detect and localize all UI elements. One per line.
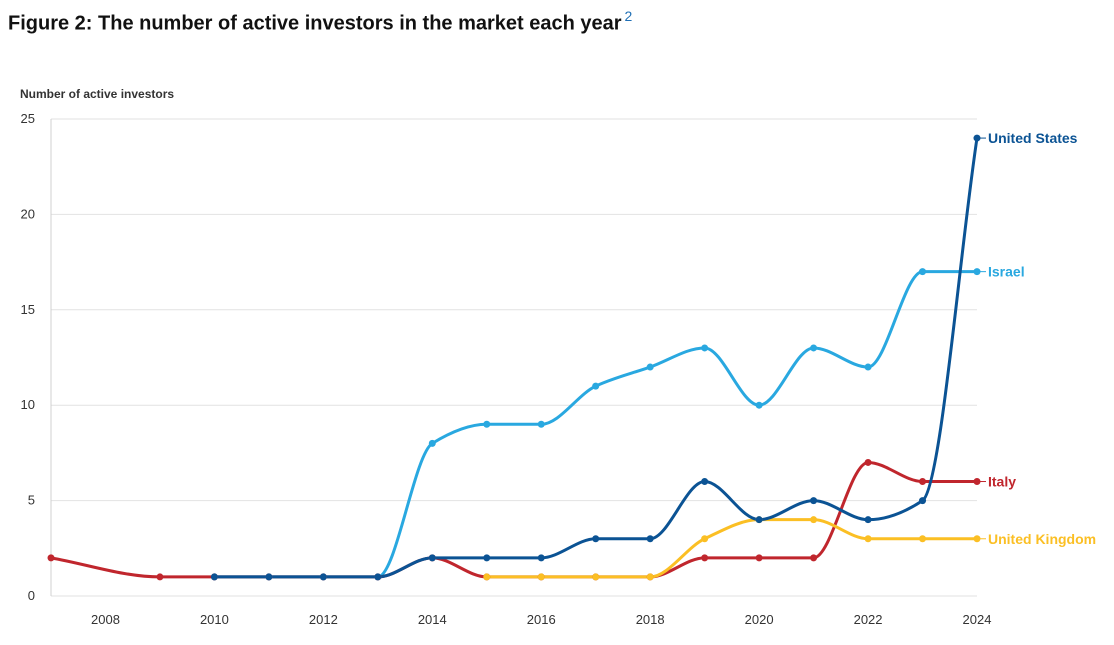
data-point-israel[interactable] <box>483 420 491 428</box>
y-tick-label: 25 <box>21 111 35 126</box>
data-point-italy[interactable] <box>864 458 872 466</box>
data-point-united-states[interactable] <box>810 497 818 505</box>
figure-title-row: Figure 2: The number of active investors… <box>8 8 633 35</box>
data-point-israel[interactable] <box>864 363 872 371</box>
y-tick-label: 20 <box>21 206 35 221</box>
chart-title: Figure 2: The number of active investors… <box>8 12 622 35</box>
data-point-italy[interactable] <box>701 554 709 562</box>
series-label-israel: Israel <box>988 264 1025 280</box>
x-tick-label: 2014 <box>418 612 447 627</box>
data-point-united-kingdom[interactable] <box>864 535 872 543</box>
y-tick-label: 0 <box>28 588 35 603</box>
data-point-italy[interactable] <box>755 554 763 562</box>
data-point-israel[interactable] <box>537 420 545 428</box>
data-point-italy[interactable] <box>919 478 927 486</box>
data-point-israel[interactable] <box>755 401 763 409</box>
data-point-united-kingdom[interactable] <box>973 535 981 543</box>
data-point-united-states[interactable] <box>973 134 981 142</box>
data-point-united-states[interactable] <box>428 554 436 562</box>
y-tick-label: 15 <box>21 302 35 317</box>
data-point-israel[interactable] <box>919 268 927 276</box>
x-tick-label: 2022 <box>854 612 883 627</box>
data-point-united-kingdom[interactable] <box>592 573 600 581</box>
data-point-united-kingdom[interactable] <box>810 516 818 524</box>
data-point-united-kingdom[interactable] <box>483 573 491 581</box>
series-label-united-kingdom: United Kingdom <box>988 531 1096 547</box>
data-point-italy[interactable] <box>47 554 55 562</box>
data-point-united-states[interactable] <box>755 516 763 524</box>
data-point-united-states[interactable] <box>701 478 709 486</box>
data-point-united-kingdom[interactable] <box>646 573 654 581</box>
series-line-united-states <box>212 136 979 579</box>
series-lines <box>49 136 979 579</box>
data-point-israel[interactable] <box>592 382 600 390</box>
series-line-italy <box>49 460 979 579</box>
data-point-israel[interactable] <box>646 363 654 371</box>
data-point-united-states[interactable] <box>210 573 218 581</box>
data-point-united-kingdom[interactable] <box>701 535 709 543</box>
x-axis-ticks: 2008 2010 2012 2014 2016 2018 2020 2022 2024 <box>91 612 991 627</box>
data-point-united-states[interactable] <box>592 535 600 543</box>
y-tick-label: 10 <box>21 397 35 412</box>
y-tick-label: 5 <box>28 493 35 508</box>
data-point-israel[interactable] <box>810 344 818 352</box>
data-point-united-kingdom[interactable] <box>919 535 927 543</box>
data-point-united-kingdom[interactable] <box>537 573 545 581</box>
gridlines <box>50 118 977 597</box>
y-axis-label: Number of active investors <box>20 87 174 101</box>
series-line-israel <box>212 270 979 579</box>
x-tick-label: 2020 <box>745 612 774 627</box>
data-point-israel[interactable] <box>428 439 436 447</box>
data-point-israel[interactable] <box>973 268 981 276</box>
data-point-italy[interactable] <box>810 554 818 562</box>
x-tick-label: 2024 <box>963 612 992 627</box>
footnote-link[interactable]: 2 <box>624 8 633 24</box>
x-tick-label: 2010 <box>200 612 229 627</box>
x-tick-label: 2012 <box>309 612 338 627</box>
series-line-united-kingdom <box>485 518 979 579</box>
data-point-israel[interactable] <box>701 344 709 352</box>
data-point-italy[interactable] <box>973 478 981 486</box>
series-points <box>47 134 981 581</box>
data-point-italy[interactable] <box>156 573 164 581</box>
series-label-italy: Italy <box>988 474 1016 490</box>
data-point-united-states[interactable] <box>919 497 927 505</box>
x-tick-label: 2008 <box>91 612 120 627</box>
data-point-united-states[interactable] <box>374 573 382 581</box>
data-point-united-states[interactable] <box>319 573 327 581</box>
data-point-united-states[interactable] <box>483 554 491 562</box>
data-point-united-states[interactable] <box>537 554 545 562</box>
x-tick-label: 2018 <box>636 612 665 627</box>
series-labels: Israel Italy United Kingdom United States <box>980 130 1096 547</box>
x-tick-label: 2016 <box>527 612 556 627</box>
y-axis-ticks: 0 5 10 15 20 25 <box>21 111 35 603</box>
data-point-united-states[interactable] <box>864 516 872 524</box>
data-point-united-states[interactable] <box>646 535 654 543</box>
data-point-united-states[interactable] <box>265 573 273 581</box>
series-label-united-states: United States <box>988 130 1078 146</box>
